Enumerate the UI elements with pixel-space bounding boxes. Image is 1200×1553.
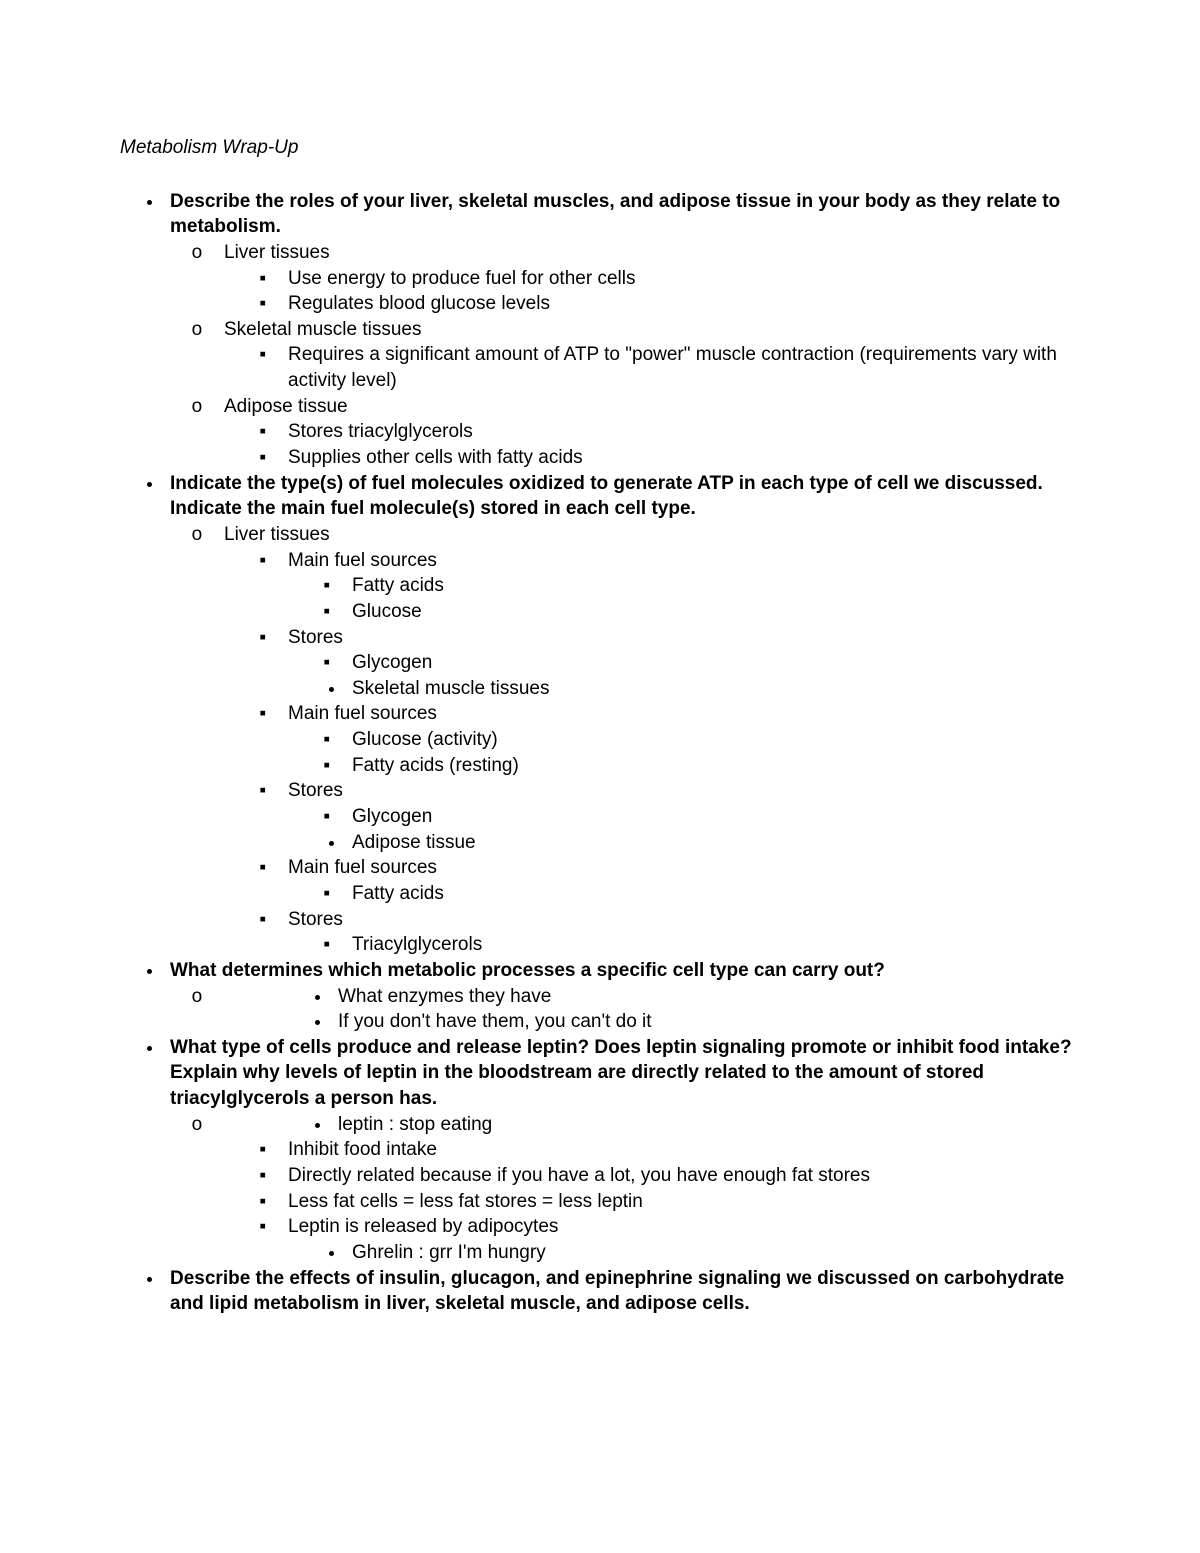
leaf-item: Glycogen: [346, 804, 1080, 830]
leaf-item: Adipose tissue: [346, 830, 1080, 856]
item-text: Stores: [288, 909, 343, 930]
sub-item: Liver tissues Use energy to produce fuel…: [218, 240, 1080, 317]
item-text: Skeletal muscle tissues: [224, 319, 421, 340]
leaf-item: Glucose: [346, 599, 1080, 625]
leaf-item: Main fuel sources Fatty acids Glucose: [282, 548, 1080, 625]
leaf-item: If you don't have them, you can't do it: [332, 1009, 1080, 1035]
question-text: Describe the roles of your liver, skelet…: [170, 191, 1060, 238]
leaf-item: Skeletal muscle tissues: [346, 676, 1080, 702]
leaf-item: Fatty acids: [346, 881, 1080, 907]
leaf-item: Inhibit food intake: [282, 1137, 1080, 1163]
question-item: Indicate the type(s) of fuel molecules o…: [164, 471, 1080, 958]
item-text: Stores: [288, 780, 343, 801]
document-page: Metabolism Wrap-Up Describe the roles of…: [0, 0, 1200, 1553]
sub-item: Liver tissues Main fuel sources Fatty ac…: [218, 522, 1080, 958]
leaf-item: Triacylglycerols: [346, 932, 1080, 958]
leaf-item: Regulates blood glucose levels: [282, 291, 1080, 317]
leaf-item: leptin : stop eating: [332, 1112, 1080, 1138]
leaf-item: Glycogen: [346, 650, 1080, 676]
leaf-item: Main fuel sources Fatty acids: [282, 855, 1080, 906]
sub-item: leptin : stop eating Inhibit food intake…: [218, 1112, 1080, 1266]
question-item: What determines which metabolic processe…: [164, 958, 1080, 1035]
leaf-item: What enzymes they have: [332, 984, 1080, 1010]
sub-item: Adipose tissue Stores triacylglycerols S…: [218, 394, 1080, 471]
item-text: Liver tissues: [224, 524, 330, 545]
leaf-item: Use energy to produce fuel for other cel…: [282, 266, 1080, 292]
question-text: Describe the effects of insulin, glucago…: [170, 1268, 1064, 1315]
question-text: Indicate the type(s) of fuel molecules o…: [170, 473, 1043, 520]
leaf-item: Directly related because if you have a l…: [282, 1163, 1080, 1189]
leaf-item: Stores Triacylglycerols: [282, 907, 1080, 958]
question-item: Describe the roles of your liver, skelet…: [164, 189, 1080, 471]
question-item: What type of cells produce and release l…: [164, 1035, 1080, 1266]
item-text: Liver tissues: [224, 242, 330, 263]
question-text: What determines which metabolic processe…: [170, 960, 885, 981]
leaf-item: Stores Glycogen Adipose tissue: [282, 778, 1080, 855]
leaf-item: Fatty acids (resting): [346, 753, 1080, 779]
outline-root: Describe the roles of your liver, skelet…: [120, 189, 1080, 1317]
sub-item: Skeletal muscle tissues Requires a signi…: [218, 317, 1080, 394]
item-text: Main fuel sources: [288, 703, 437, 724]
leaf-item: Glucose (activity): [346, 727, 1080, 753]
question-item: Describe the effects of insulin, glucago…: [164, 1266, 1080, 1317]
leaf-item: Supplies other cells with fatty acids: [282, 445, 1080, 471]
item-text: Stores: [288, 627, 343, 648]
leaf-item: Less fat cells = less fat stores = less …: [282, 1189, 1080, 1215]
leaf-item: Leptin is released by adipocytes Ghrelin…: [282, 1214, 1080, 1265]
item-text: Main fuel sources: [288, 550, 437, 571]
leaf-item: Stores triacylglycerols: [282, 419, 1080, 445]
leaf-item: Fatty acids: [346, 573, 1080, 599]
leaf-item: Main fuel sources Glucose (activity) Fat…: [282, 701, 1080, 778]
leaf-item: Stores Glycogen Skeletal muscle tissues: [282, 625, 1080, 702]
leaf-item: Ghrelin : grr I'm hungry: [346, 1240, 1080, 1266]
leaf-item: Requires a significant amount of ATP to …: [282, 342, 1080, 393]
item-text: Main fuel sources: [288, 857, 437, 878]
item-text: Leptin is released by adipocytes: [288, 1216, 558, 1237]
sub-item: What enzymes they have If you don't have…: [218, 984, 1080, 1035]
item-text: Adipose tissue: [224, 396, 348, 417]
question-text: What type of cells produce and release l…: [170, 1037, 1072, 1109]
document-title: Metabolism Wrap-Up: [120, 135, 1080, 161]
